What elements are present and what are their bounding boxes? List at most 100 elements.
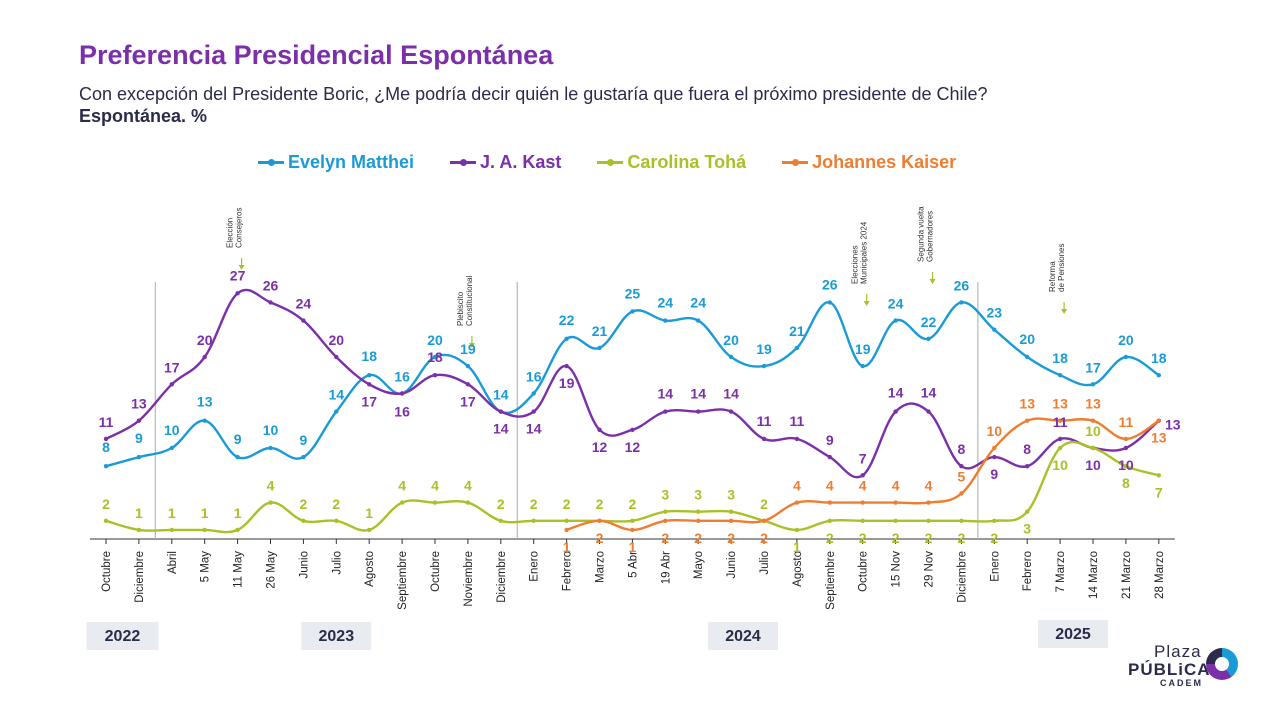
data-label: 11 bbox=[99, 414, 114, 430]
series-point bbox=[926, 336, 931, 341]
data-label: 20 bbox=[1118, 332, 1134, 348]
x-tick-label: Junio bbox=[298, 551, 310, 579]
data-label: 24 bbox=[690, 295, 706, 311]
data-label: 14 bbox=[493, 387, 509, 403]
data-label: 10 bbox=[1085, 423, 1101, 439]
data-label: 14 bbox=[723, 386, 739, 402]
series-point bbox=[1156, 418, 1162, 423]
data-label: 11 bbox=[1118, 414, 1133, 430]
series-point bbox=[630, 309, 635, 314]
x-tick-label: 11 May bbox=[233, 551, 245, 588]
series-point bbox=[169, 445, 174, 451]
series-point bbox=[728, 518, 734, 523]
series-point bbox=[268, 300, 273, 305]
data-label: 7 bbox=[1155, 484, 1163, 500]
data-label: 26 bbox=[954, 277, 970, 293]
plaza-publica-cadem-logo: Plaza PÚBLiCA CADEM bbox=[1128, 642, 1248, 692]
data-label: 14 bbox=[690, 386, 706, 402]
x-tick-label: 5 Abr bbox=[627, 551, 639, 578]
data-label: 11 bbox=[757, 413, 772, 429]
series-point bbox=[531, 391, 536, 396]
series-point bbox=[1057, 373, 1063, 378]
series-point bbox=[860, 500, 865, 505]
series-point bbox=[432, 373, 438, 378]
series-point bbox=[696, 318, 701, 323]
data-label: 4 bbox=[892, 478, 900, 494]
data-label: 2 bbox=[102, 496, 110, 512]
x-tick-label: Diciembre bbox=[134, 551, 146, 603]
series-point bbox=[564, 527, 569, 533]
series-point bbox=[498, 409, 503, 414]
data-label: 2 bbox=[760, 530, 768, 546]
data-label: 13 bbox=[1085, 396, 1101, 412]
series-point bbox=[893, 518, 898, 523]
series-point bbox=[1025, 509, 1030, 514]
legend-swatch bbox=[597, 159, 624, 166]
series-point bbox=[136, 418, 142, 423]
data-label: 14 bbox=[658, 386, 674, 402]
series-line bbox=[105, 440, 1160, 534]
x-tick-label: 28 Marzo bbox=[1154, 551, 1166, 599]
data-label: 2 bbox=[563, 496, 571, 512]
series-point bbox=[301, 454, 306, 460]
annotation-arrow-head bbox=[863, 301, 870, 306]
series-point bbox=[1090, 382, 1096, 387]
data-label: 3 bbox=[661, 487, 669, 503]
series-point bbox=[1123, 436, 1129, 442]
data-label: 1 bbox=[135, 505, 143, 521]
series-point bbox=[761, 518, 767, 523]
data-label: 8 bbox=[1122, 475, 1130, 491]
series-point bbox=[169, 527, 174, 533]
data-label: 2 bbox=[925, 530, 933, 546]
series-point bbox=[860, 518, 865, 523]
series-point bbox=[794, 500, 800, 505]
x-tick-label: 29 Nov bbox=[924, 551, 936, 588]
data-label: 10 bbox=[1118, 457, 1134, 473]
data-label: 23 bbox=[987, 305, 1003, 321]
series-point bbox=[630, 518, 635, 523]
series-point bbox=[432, 354, 438, 360]
series-point bbox=[399, 391, 405, 396]
x-tick-label: Noviembre bbox=[463, 551, 475, 607]
series-point bbox=[235, 291, 240, 296]
series-point bbox=[959, 464, 964, 469]
data-label: 3 bbox=[1023, 521, 1031, 537]
series-point bbox=[531, 518, 536, 523]
data-label: 19 bbox=[756, 341, 772, 357]
data-label: 9 bbox=[300, 432, 308, 448]
series-point bbox=[1090, 445, 1096, 451]
data-label: 18 bbox=[1052, 350, 1068, 366]
x-tick-label: 7 Marzo bbox=[1055, 551, 1067, 593]
annotation-arrow-head bbox=[238, 265, 245, 270]
series-point bbox=[268, 500, 273, 505]
annotation-arrow-head bbox=[468, 343, 475, 348]
series-point bbox=[367, 382, 372, 387]
series-point bbox=[334, 409, 339, 414]
data-label: 4 bbox=[464, 478, 472, 494]
data-label: 11 bbox=[789, 413, 804, 429]
event-annotation: PlebiscitoConstitucional bbox=[456, 276, 474, 326]
data-label: 1 bbox=[201, 505, 209, 521]
data-label: 18 bbox=[1151, 350, 1167, 366]
data-label: 22 bbox=[559, 312, 575, 328]
x-tick-label: 19 Abr bbox=[660, 551, 672, 584]
series-point bbox=[630, 527, 635, 533]
series-point bbox=[1156, 473, 1162, 478]
series-point bbox=[696, 509, 701, 514]
series-point bbox=[169, 382, 174, 387]
data-label: 14 bbox=[526, 421, 542, 437]
series-point bbox=[334, 354, 339, 360]
data-label: 16 bbox=[526, 368, 542, 384]
data-label: 18 bbox=[427, 349, 443, 365]
series-point bbox=[1057, 445, 1063, 451]
x-tick-label: Diciembre bbox=[496, 551, 508, 603]
x-tick-label: 14 Marzo bbox=[1088, 551, 1100, 599]
series-point bbox=[103, 518, 109, 523]
data-label: 10 bbox=[263, 422, 279, 438]
series-point bbox=[959, 300, 964, 305]
page-subtitle: Con excepción del Presidente Boric, ¿Me … bbox=[79, 84, 988, 104]
x-tick-label: Febrero bbox=[1022, 551, 1034, 591]
series-point bbox=[1123, 354, 1129, 360]
x-tick-label: Julio bbox=[331, 551, 343, 575]
data-label: 2 bbox=[760, 496, 768, 512]
